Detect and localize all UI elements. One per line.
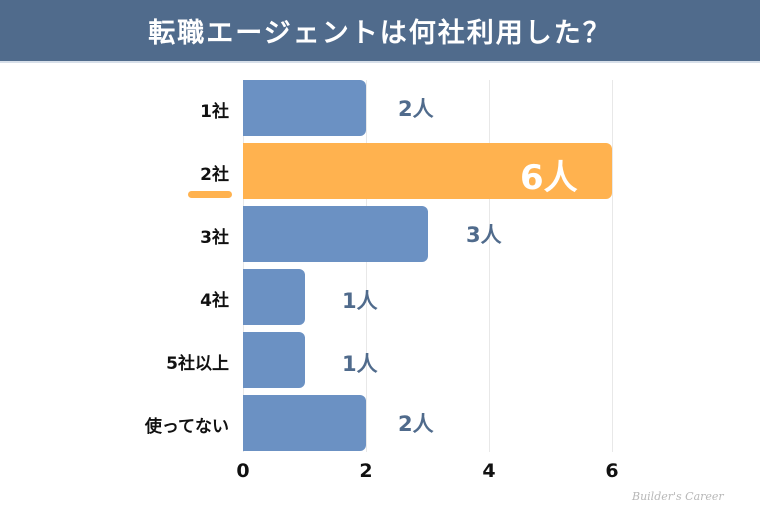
category-label: 4社 — [200, 291, 229, 311]
category-label-highlighted: 2社 — [200, 165, 229, 185]
bar-2社-highlighted — [243, 143, 612, 199]
bar-使ってない — [243, 395, 366, 451]
bar-4社 — [243, 269, 305, 325]
value-label: 2人 — [398, 97, 434, 121]
category-label: 使ってない — [144, 417, 229, 437]
gridline-6 — [612, 80, 613, 452]
x-tick: 2 — [359, 460, 373, 482]
value-label: 3人 — [466, 223, 502, 247]
y-axis-line — [243, 80, 244, 452]
value-label: 2人 — [398, 412, 434, 436]
value-label: 1人 — [342, 289, 378, 313]
category-label: 3社 — [200, 228, 229, 248]
bar-3社 — [243, 206, 428, 262]
bar-1社 — [243, 80, 366, 136]
chart-title: 転職エージェントは何社利用した？ — [148, 18, 612, 49]
title-banner: 転職エージェントは何社利用した？ — [0, 0, 760, 61]
watermark: Builder's Career — [632, 490, 724, 503]
gridline-4 — [489, 80, 490, 452]
x-tick: 0 — [236, 460, 250, 482]
category-label: 1社 — [200, 102, 229, 122]
x-tick: 6 — [605, 460, 619, 482]
category-label: 5社以上 — [166, 354, 229, 374]
banner-divider — [0, 61, 760, 63]
highlight-underline — [188, 191, 232, 198]
value-label: 1人 — [342, 352, 378, 376]
gridline-2 — [366, 80, 367, 452]
value-label-highlighted: 6人 — [520, 158, 578, 198]
bar-5社以上 — [243, 332, 305, 388]
x-tick: 4 — [482, 460, 496, 482]
